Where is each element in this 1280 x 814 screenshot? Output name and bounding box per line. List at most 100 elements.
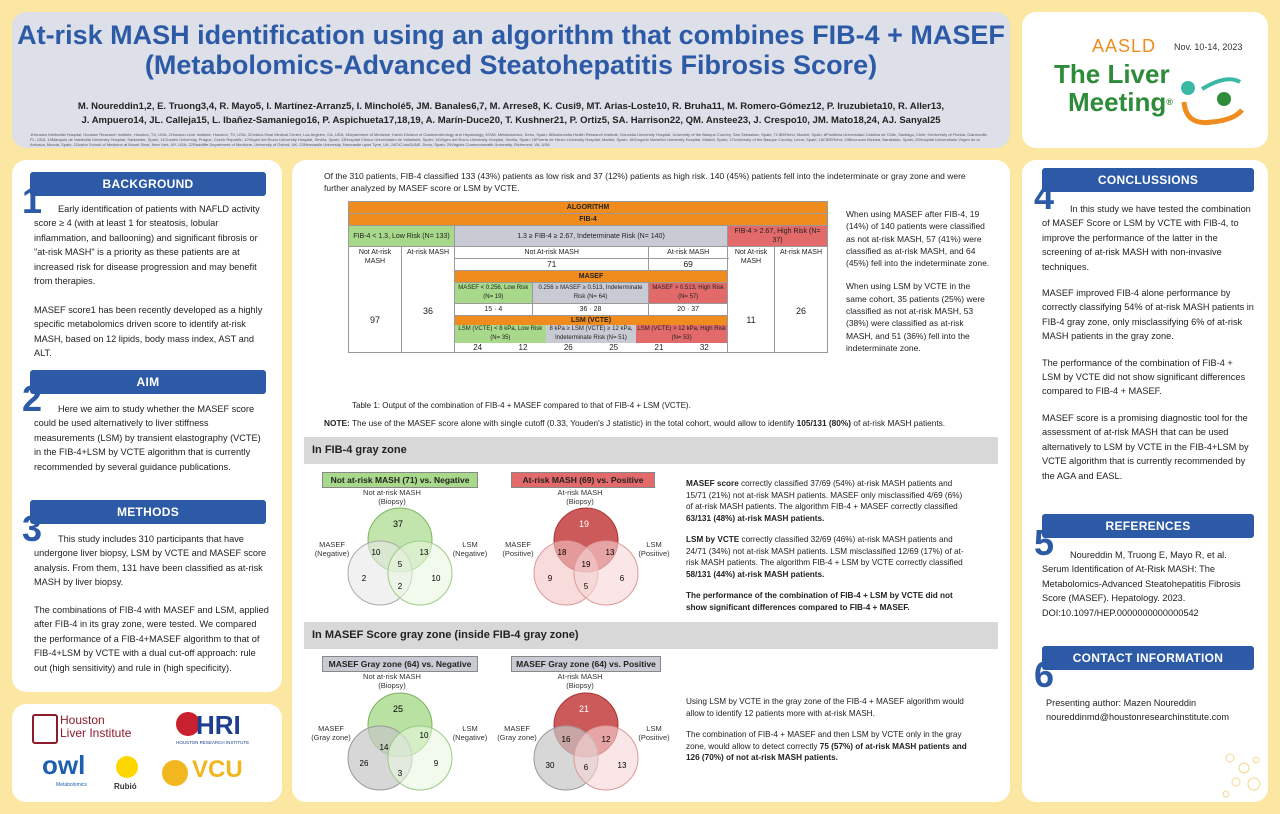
- venn-diagram-fib4-negative: 37 10 13 5 2 2 10: [347, 507, 453, 606]
- high-at-risk-cell: At-risk MASH 26: [774, 246, 828, 353]
- hri-logo: HRI: [196, 710, 241, 740]
- venn1-val-4: 2: [362, 574, 367, 583]
- venn4-right-label: LSM (Positive): [638, 724, 670, 742]
- fib4-tag-not-at-risk: Not at-risk MASH (71) vs. Negative: [322, 472, 478, 488]
- venn2-val-5: 5: [584, 582, 589, 591]
- liver-meeting-emblem-icon: [1181, 77, 1244, 126]
- methods-text-2: The combinations of FIB-4 with MASEF and…: [34, 605, 269, 673]
- venn3-right-label: LSM (Negative): [452, 724, 488, 742]
- venn3-top-label: Not at-risk MASH (Biopsy): [363, 672, 421, 690]
- rubio-emblem-icon: [116, 756, 138, 778]
- methods-heading: METHODS: [30, 500, 266, 524]
- table-caption: Table 1: Output of the combination of FI…: [352, 401, 691, 410]
- authors: M. Noureddin1,2, E. Truong3,4, R. Mayo5,…: [77, 101, 945, 126]
- venn2-val-2: 13: [606, 548, 615, 557]
- venn2-right-label: LSM (Positive): [638, 540, 670, 558]
- background-text: Early identification of patients with NA…: [34, 204, 260, 287]
- lsm-low-risk-cell: LSM (VCTE) < 8 kPa, Low Risk (N= 35): [455, 325, 546, 343]
- fib4-gray-zone-bar: In FIB-4 gray zone: [304, 437, 998, 464]
- algo-header: ALGORITHM: [348, 201, 828, 214]
- venn4-val-3: 30: [546, 761, 555, 770]
- decorative-dots-icon: [1222, 753, 1261, 798]
- section-number-1: 1: [22, 180, 43, 221]
- references-text: Noureddin M, Truong E, Mayo R, et al. Se…: [1042, 550, 1241, 618]
- lsm-val-2: 26: [563, 343, 573, 352]
- results-note: NOTE: The use of the MASEF score alone w…: [324, 418, 946, 428]
- venn4-val-1: 16: [562, 735, 571, 744]
- venn2-top-label: At-risk MASH (Biopsy): [557, 488, 603, 506]
- venn2-val-1: 18: [558, 548, 567, 557]
- houston-liver-institute-icon: [32, 714, 58, 744]
- conclusions-text: In this study we have tested the combina…: [1042, 204, 1254, 481]
- venn4-val-0: 21: [579, 704, 589, 714]
- low-not-at-risk-cell: Not At-risk MASH 97: [348, 246, 402, 353]
- algorithm-table: ALGORITHM FIB-4 FIB-4 < 1.3, Low Risk (N…: [348, 201, 828, 353]
- right-column-panel: [1022, 160, 1268, 802]
- vcu-logo: VCU: [192, 756, 243, 783]
- fib4-low-risk-cell: FIB-4 < 1.3, Low Risk (N= 133): [348, 225, 455, 247]
- venn-diagram-masef-positive: 21 16 12 30 6 13: [533, 692, 639, 791]
- aasld-logo: AASLD: [1092, 36, 1157, 56]
- algo-fib4-row: FIB-4: [348, 213, 828, 226]
- venn4-val-5: 13: [618, 761, 627, 770]
- section-number-6: 6: [1034, 654, 1055, 695]
- mid-not-at-risk-cell: Not At-risk MASH: [453, 246, 650, 259]
- aim-heading: AIM: [30, 370, 266, 394]
- venn3-val-4: 3: [398, 769, 403, 778]
- venn2-val-4: 9: [548, 574, 553, 583]
- mid-at-risk-count: 69: [648, 258, 728, 271]
- venn3-val-5: 9: [434, 759, 439, 768]
- references-heading: REFERENCES: [1042, 514, 1254, 538]
- fib4-zone-results: MASEF score correctly classified 37/69 (…: [686, 479, 964, 612]
- left-column-panel: [12, 160, 282, 692]
- fib4-tag-at-risk: At-risk MASH (69) vs. Positive: [511, 472, 655, 488]
- vcu-seal-icon: [162, 760, 188, 786]
- venn3-left-label: MASEF (Gray zone): [311, 724, 351, 742]
- venn2-val-6: 6: [620, 574, 625, 583]
- lsm-val-1: 12: [518, 343, 528, 352]
- mid-not-at-risk-count: 71: [453, 258, 650, 271]
- background-heading: BACKGROUND: [30, 172, 266, 196]
- venn1-val-6: 10: [432, 574, 441, 583]
- owl-subtitle: Metabolomics: [56, 782, 87, 788]
- poster-title: At-risk MASH identification using an alg…: [17, 20, 1005, 80]
- lsm-val-3: 25: [609, 343, 619, 352]
- venn1-val-0: 37: [393, 519, 403, 529]
- conclusions-heading: CONCLUSSIONS: [1042, 168, 1254, 192]
- section-number-2: 2: [22, 378, 43, 419]
- rubio-logo: Rubió: [114, 782, 137, 791]
- venn2-val-3: 19: [582, 560, 591, 569]
- masef-indeterminate-cell: 0.256 ≥ MASEF ≥ 0.513, Indeterminate Ris…: [531, 282, 650, 304]
- section-number-4: 4: [1034, 176, 1055, 217]
- fib4-indeterminate-cell: 1.3 ≥ FIB-4 ≥ 2.67, Indeterminate Risk (…: [454, 225, 728, 247]
- venn1-right-label: LSM (Negative): [452, 540, 488, 558]
- masef-low-risk-cell: MASEF < 0.256, Low Risk (N= 19): [454, 282, 533, 304]
- venn2-left-label: MASEF (Positive): [502, 540, 534, 558]
- venn-diagram-fib4-positive: 19 18 13 19 9 5 6: [533, 507, 639, 606]
- masef-tag-positive: MASEF Gray zone (64) vs. Positive: [511, 656, 661, 672]
- venn3-val-1: 14: [380, 743, 389, 752]
- venn1-left-label: MASEF (Negative): [314, 540, 350, 558]
- high-not-at-risk-cell: Not At-risk MASH 11: [727, 246, 775, 353]
- affiliations: 1Houston Methodist Hospital, Houston Res…: [30, 132, 988, 147]
- fib4-high-risk-cell: FIB-4 > 2.67, High Risk (N= 37): [727, 225, 828, 247]
- contact-text: Presenting author: Mazen Noureddin noure…: [1046, 698, 1229, 722]
- venn4-left-label: MASEF (Gray zone): [497, 724, 537, 742]
- results-side-text: When using MASEF after FIB-4, 19 (14%) o…: [846, 209, 990, 353]
- venn-diagram-masef-negative: 25 14 10 26 3 9: [347, 692, 453, 791]
- lsm-high-risk-cell: LSM (VCTE) > 12 kPa, High Risk (N= 53): [636, 325, 728, 343]
- lsm-block: LSM (VCTE) LSM (VCTE) < 8 kPa, Low Risk …: [454, 315, 728, 353]
- liver-meeting-logo: The Liver Meeting®: [1054, 59, 1173, 117]
- lsm-val-5: 32: [699, 343, 709, 352]
- conference-logo-panel: AASLD Nov. 10-14, 2023 The Liver Meeting…: [1022, 12, 1268, 148]
- lsm-indeterminate-cell: 8 kPa ≥ LSM (VCTE) ≥ 12 kPa, Indetermina…: [545, 325, 637, 343]
- masef-tag-negative: MASEF Gray zone (64) vs. Negative: [322, 656, 478, 672]
- venn1-val-1: 10: [372, 548, 381, 557]
- title-panel: At-risk MASH identification using an alg…: [12, 12, 1010, 148]
- venn1-val-5: 2: [398, 582, 403, 591]
- lsm-val-4: 21: [654, 343, 664, 352]
- masef-high-risk-cell: MASEF > 0.513, High Risk (N= 57): [648, 282, 728, 304]
- masef-gray-zone-bar: In MASEF Score gray zone (inside FIB-4 g…: [304, 622, 998, 649]
- conference-dates: Nov. 10-14, 2023: [1174, 42, 1243, 52]
- hri-subtitle: HOUSTON RESEARCH INSTITUTE: [176, 740, 250, 745]
